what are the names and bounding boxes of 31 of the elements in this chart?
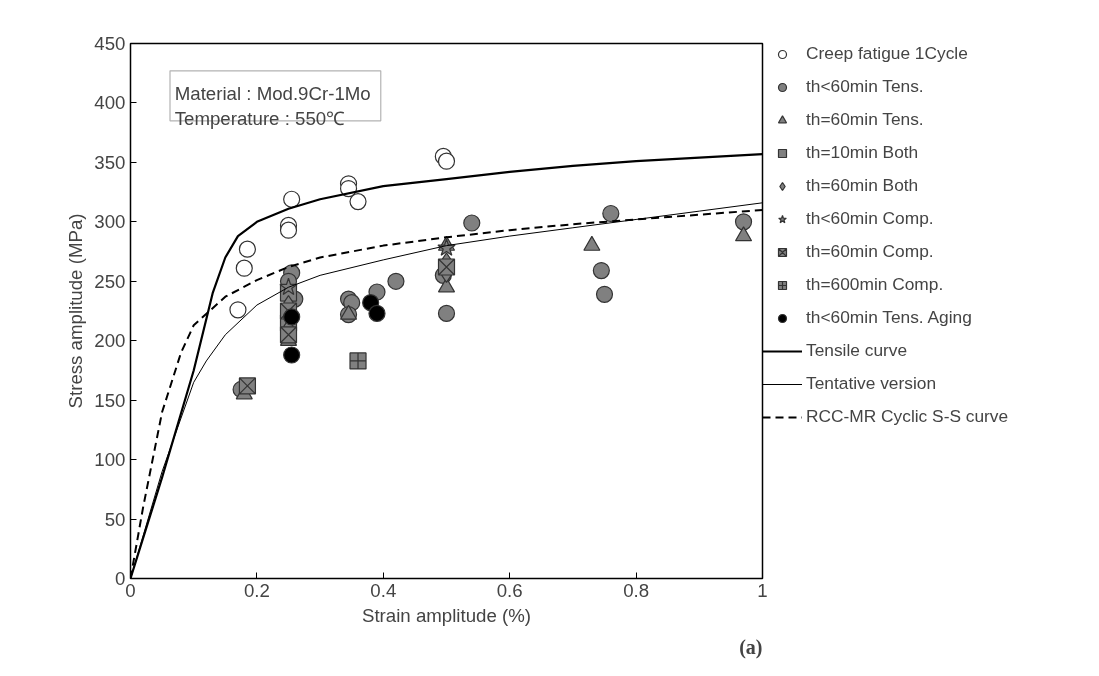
- x-axis-title: Strain amplitude (%): [362, 604, 532, 626]
- legend-label: th=10min Both: [806, 142, 919, 163]
- legend-label: RCC-MR Cyclic S-S curve: [806, 406, 1009, 427]
- legend-label: Creep fatigue 1Cycle: [806, 43, 968, 64]
- x-tick-label: 0.8: [623, 579, 650, 601]
- y-tick-label: 200: [94, 330, 126, 352]
- annotation: Material : Mod.9Cr-1Mo: [174, 82, 371, 104]
- y-tick-label: 50: [104, 508, 126, 530]
- legend-label: th<60min Tens. Aging: [806, 307, 972, 328]
- y-axis-title: Stress amplitude (MPa): [65, 213, 87, 409]
- legend-label: th<60min Comp.: [806, 208, 934, 229]
- y-tick-label: 300: [94, 211, 126, 233]
- y-tick-label: 100: [94, 449, 126, 471]
- y-tick-label: 250: [94, 270, 126, 292]
- legend-label: th=60min Both: [806, 175, 919, 196]
- annotation: Temperature : 550℃: [174, 107, 346, 129]
- y-tick-label: 150: [94, 389, 126, 411]
- legend-label: th=60min Comp.: [806, 241, 934, 262]
- legend-label: th=60min Tens.: [806, 109, 924, 130]
- x-tick-label: 0.2: [243, 579, 270, 601]
- legend-label: Tensile curve: [806, 340, 908, 361]
- text: (a): [739, 635, 763, 659]
- x-tick-label: 0.4: [370, 579, 397, 601]
- x-tick-label: 1: [757, 579, 768, 601]
- y-tick-label: 450: [94, 33, 126, 54]
- legend-label: Tentative version: [806, 373, 937, 394]
- legend-label: th<60min Tens.: [806, 76, 924, 97]
- y-tick-label: 400: [94, 92, 126, 114]
- y-tick-label: 350: [94, 151, 126, 173]
- x-tick-label: 0.6: [496, 579, 523, 601]
- legend-label: th=600min Comp.: [806, 274, 944, 295]
